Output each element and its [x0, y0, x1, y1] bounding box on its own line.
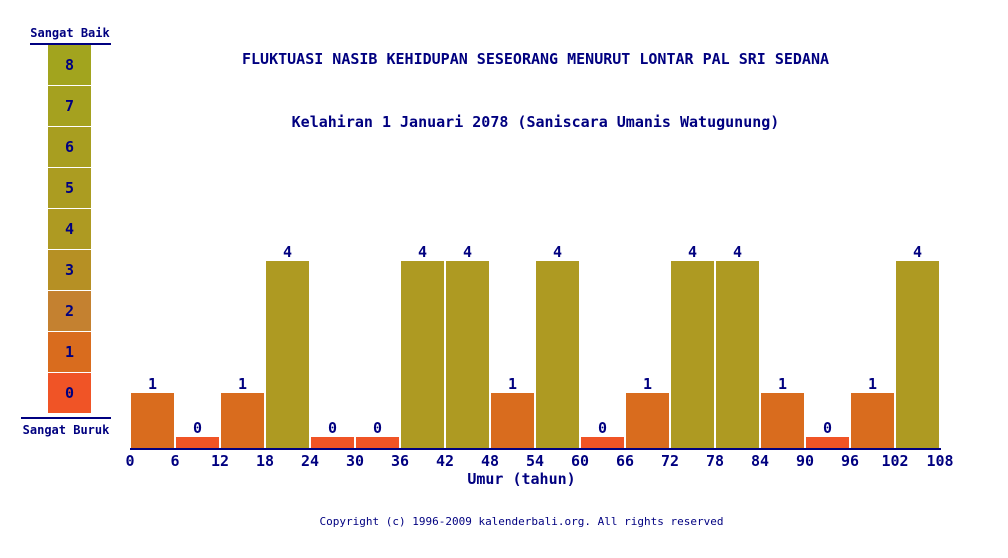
- legend-box: 8: [48, 45, 91, 85]
- x-tick-label: 78: [705, 452, 725, 470]
- bar: [536, 261, 579, 448]
- x-tick-label: 60: [570, 452, 590, 470]
- legend-bottom-rule: [21, 417, 111, 419]
- bar-value-label: 4: [912, 243, 923, 261]
- bar-value-label: 1: [237, 375, 248, 393]
- bar-value-label: 4: [732, 243, 743, 261]
- chart-subtitle: Kelahiran 1 Januari 2078 (Saniscara Uman…: [291, 113, 780, 131]
- x-tick-label: 12: [210, 452, 230, 470]
- bar-value-label: 4: [687, 243, 698, 261]
- bar-value-label: 1: [777, 375, 788, 393]
- legend-scale: 8 7 6 5 4 3 2 1 0: [48, 45, 91, 414]
- bar-value-label: 0: [822, 419, 833, 437]
- legend-bottom-label: Sangat Buruk: [22, 423, 110, 437]
- bar-value-label: 1: [147, 375, 158, 393]
- legend-top-rule: [30, 43, 111, 45]
- legend-level-label: 5: [64, 179, 75, 197]
- bar-value-label: 1: [507, 375, 518, 393]
- bar: [356, 437, 399, 448]
- x-tick-label: 30: [345, 452, 365, 470]
- x-tick-label: 90: [795, 452, 815, 470]
- bar: [176, 437, 219, 448]
- legend-level-label: 8: [64, 56, 75, 74]
- legend-box: 1: [48, 332, 91, 372]
- legend-box: 6: [48, 127, 91, 167]
- x-tick-label: 18: [255, 452, 275, 470]
- legend-level-label: 4: [64, 220, 75, 238]
- x-tick-label: 48: [480, 452, 500, 470]
- x-tick-label: 96: [840, 452, 860, 470]
- legend-box: 4: [48, 209, 91, 249]
- bar: [221, 393, 264, 448]
- bars-area: 1 0 1 4 0 0 4 4 1 4 0 1 4 4 1 0 1 4: [130, 58, 941, 448]
- bar-value-label: 0: [372, 419, 383, 437]
- bar-value-label: 4: [282, 243, 293, 261]
- bar-value-label: 0: [327, 419, 338, 437]
- bar: [311, 437, 354, 448]
- bar: [131, 393, 174, 448]
- x-axis-line: [130, 448, 941, 450]
- x-axis-title: Umur (tahun): [467, 470, 576, 488]
- bar: [851, 393, 894, 448]
- bar-value-label: 0: [597, 419, 608, 437]
- bar: [446, 261, 489, 448]
- legend-level-label: 2: [64, 302, 75, 320]
- legend-box: 2: [48, 291, 91, 331]
- bar: [716, 261, 759, 448]
- x-tick-label: 102: [881, 452, 909, 470]
- legend-top-label: Sangat Baik: [30, 26, 110, 40]
- bar: [401, 261, 444, 448]
- bar-value-label: 1: [867, 375, 878, 393]
- x-tick-label: 66: [615, 452, 635, 470]
- bar: [806, 437, 849, 448]
- x-tick-label: 72: [660, 452, 680, 470]
- bar-value-label: 4: [552, 243, 563, 261]
- bar: [896, 261, 939, 448]
- x-tick-label: 108: [926, 452, 954, 470]
- x-ticks: 0 6 12 18 24 30 36 42 48 54 60 66 72 78 84 90 96 102 108: [125, 452, 953, 470]
- bar-value-label: 4: [462, 243, 473, 261]
- legend-level-label: 0: [64, 384, 75, 402]
- legend-box: 7: [48, 86, 91, 126]
- x-tick-label: 54: [525, 452, 545, 470]
- legend-box: 5: [48, 168, 91, 208]
- legend-box: 0: [48, 373, 91, 413]
- bar: [491, 393, 534, 448]
- copyright-text: Copyright (c) 1996-2009 kalenderbali.org…: [319, 515, 724, 528]
- x-tick-label: 0: [125, 452, 135, 470]
- title-block: FLUKTUASI NASIB KEHIDUPAN SESEORANG MENU…: [130, 7, 941, 175]
- bar: [626, 393, 669, 448]
- bar-value-label: 0: [192, 419, 203, 437]
- legend-level-label: 3: [64, 261, 75, 279]
- bar-value-label: 1: [642, 375, 653, 393]
- chart-title: FLUKTUASI NASIB KEHIDUPAN SESEORANG MENU…: [242, 50, 829, 68]
- bar: [266, 261, 309, 448]
- legend-level-label: 7: [64, 97, 75, 115]
- bar: [761, 393, 804, 448]
- legend-level-label: 6: [64, 138, 75, 156]
- bar-value-label: 4: [417, 243, 428, 261]
- bar: [671, 261, 714, 448]
- bar: [581, 437, 624, 448]
- x-tick-label: 42: [435, 452, 455, 470]
- x-tick-label: 24: [300, 452, 320, 470]
- x-tick-label: 84: [750, 452, 770, 470]
- legend-level-label: 1: [64, 343, 75, 361]
- x-tick-label: 6: [170, 452, 180, 470]
- legend-box: 3: [48, 250, 91, 290]
- x-tick-label: 36: [390, 452, 410, 470]
